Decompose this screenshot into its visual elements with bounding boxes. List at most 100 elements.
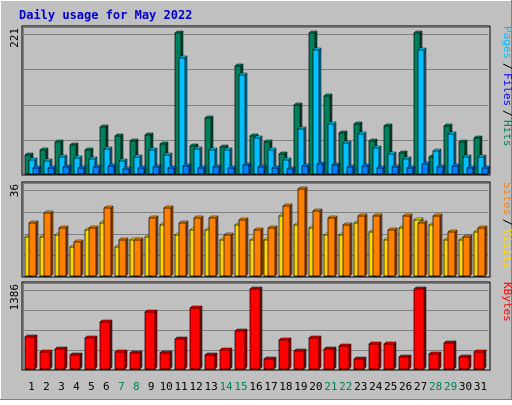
bar-sites-9: [148, 215, 159, 277]
bar-kbytes-10: [159, 350, 173, 370]
bar-sites-19: [297, 186, 308, 277]
bar-pages-22: [346, 164, 356, 175]
day-label-15: 15: [234, 380, 247, 393]
panel-kbytes: 1386 KBytes: [8, 281, 512, 371]
legend-sites: Sites: [501, 182, 512, 215]
bar-pages-20: [316, 161, 326, 175]
bar-kbytes-4: [69, 352, 83, 370]
bar-files-16: [253, 135, 263, 175]
day-label-23: 23: [354, 380, 367, 393]
day-label-24: 24: [369, 380, 383, 393]
legend-pages: Pages: [501, 26, 512, 59]
bar-sites-8: [133, 237, 144, 277]
day-label-26: 26: [399, 380, 412, 393]
bar-kbytes-22: [338, 343, 352, 370]
series-sites: [28, 186, 488, 277]
bar-pages-21: [331, 162, 341, 175]
bar-kbytes-31: [473, 349, 487, 370]
bar-kbytes-15: [234, 328, 248, 370]
day-label-14: 14: [219, 380, 233, 393]
bar-sites-22: [342, 222, 353, 277]
bar-kbytes-7: [114, 349, 128, 370]
bar-pages-19: [301, 163, 311, 175]
day-label-1: 1: [28, 380, 35, 393]
bar-kbytes-17: [263, 356, 277, 370]
bar-pages-6: [107, 163, 117, 175]
day-label-13: 13: [204, 380, 217, 393]
y-max-label: 1386: [8, 284, 21, 311]
day-label-21: 21: [324, 380, 337, 393]
bar-pages-30: [466, 165, 476, 175]
bar-pages-13: [212, 164, 222, 175]
series-pages: [32, 161, 491, 175]
day-label-28: 28: [429, 380, 442, 393]
bar-sites-13: [208, 215, 219, 277]
panel-hits-files-pages: 221 Pages / Files / Hits: [8, 25, 512, 176]
bar-pages-27: [421, 161, 431, 175]
bar-pages-28: [436, 164, 446, 175]
bar-kbytes-23: [353, 356, 367, 370]
bar-pages-17: [271, 165, 281, 175]
day-label-16: 16: [249, 380, 262, 393]
bar-sites-30: [462, 234, 473, 277]
bar-pages-14: [227, 165, 237, 175]
bar-sites-1: [28, 220, 39, 277]
bar-pages-2: [47, 165, 57, 175]
bar-sites-31: [477, 225, 488, 277]
day-label-22: 22: [339, 380, 352, 393]
bar-pages-1: [32, 165, 42, 175]
bar-sites-2: [43, 210, 54, 277]
legend-files: Files: [501, 73, 512, 106]
bar-sites-29: [447, 229, 458, 277]
day-label-17: 17: [264, 380, 277, 393]
day-label-11: 11: [175, 380, 188, 393]
bar-sites-12: [193, 215, 204, 277]
day-axis-labels: 1 2 3 4 5 6 7 8 9 10 11 12 13 14 15 16 17 18 19 20 21 22 23 24 2…: [28, 380, 487, 393]
bar-kbytes-18: [278, 337, 292, 370]
legend-hits-files-pages: Pages / Files / Hits: [501, 26, 512, 147]
bar-kbytes-29: [443, 340, 457, 370]
day-label-10: 10: [160, 380, 173, 393]
day-label-20: 20: [309, 380, 322, 393]
day-label-9: 9: [148, 380, 155, 393]
bar-kbytes-20: [308, 335, 322, 370]
day-label-29: 29: [444, 380, 457, 393]
bar-sites-11: [178, 220, 189, 277]
bar-sites-14: [223, 232, 234, 277]
bar-sites-6: [103, 205, 114, 277]
bar-pages-12: [197, 165, 207, 175]
bar-kbytes-25: [383, 341, 397, 370]
bar-kbytes-13: [204, 352, 218, 370]
day-label-18: 18: [279, 380, 292, 393]
bar-kbytes-3: [54, 346, 68, 370]
bar-kbytes-19: [293, 348, 307, 370]
day-label-5: 5: [88, 380, 95, 393]
bar-kbytes-21: [323, 346, 337, 370]
bar-sites-28: [432, 213, 443, 277]
bar-files-20: [312, 47, 322, 175]
bar-pages-10: [167, 165, 177, 175]
bar-sites-27: [417, 220, 428, 277]
legend-kbytes: KBytes: [501, 282, 512, 322]
bar-sites-21: [327, 215, 338, 277]
y-max-label: 36: [8, 184, 21, 197]
y-max-label: 221: [8, 28, 21, 48]
bar-pages-23: [361, 163, 371, 175]
bar-sites-16: [253, 227, 264, 277]
bar-kbytes-9: [144, 309, 158, 370]
day-label-12: 12: [190, 380, 203, 393]
day-label-2: 2: [43, 380, 50, 393]
day-label-31: 31: [474, 380, 487, 393]
bar-sites-5: [88, 225, 99, 277]
bar-sites-26: [402, 213, 413, 277]
day-label-7: 7: [118, 380, 125, 393]
day-label-3: 3: [58, 380, 65, 393]
legend-separator: /: [501, 219, 512, 226]
legend-visits: Visits: [501, 229, 512, 269]
legend-separator: /: [501, 110, 512, 117]
bar-pages-18: [286, 166, 296, 175]
bar-sites-4: [73, 239, 84, 277]
bar-files-11: [178, 55, 188, 175]
